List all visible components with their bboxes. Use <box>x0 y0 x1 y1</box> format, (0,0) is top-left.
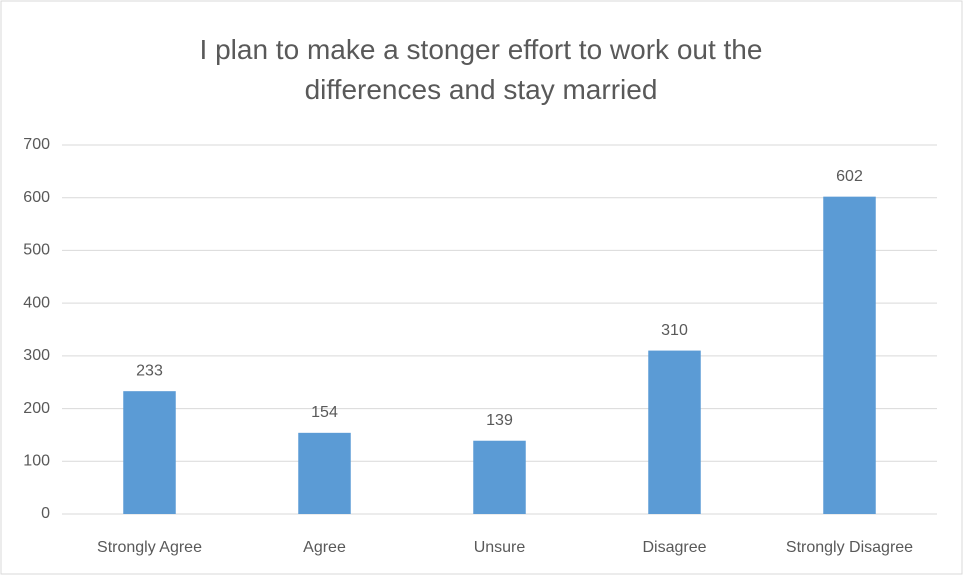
bar <box>473 440 526 514</box>
y-tick-label: 300 <box>23 347 50 364</box>
bar <box>823 196 876 514</box>
chart-title: I plan to make a stonger effort to work … <box>199 34 763 105</box>
data-label: 139 <box>486 412 513 429</box>
bar <box>298 432 351 514</box>
data-label: 233 <box>136 362 163 379</box>
bar <box>123 391 176 514</box>
x-tick-label: Agree <box>303 539 346 556</box>
data-label: 602 <box>836 168 863 185</box>
x-tick-label: Strongly Agree <box>97 539 202 556</box>
bar <box>648 350 701 514</box>
y-tick-label: 400 <box>23 294 50 311</box>
y-tick-label: 200 <box>23 400 50 417</box>
y-tick-label: 500 <box>23 242 50 259</box>
data-label: 310 <box>661 322 688 339</box>
y-tick-label: 100 <box>23 453 50 470</box>
x-tick-label: Unsure <box>474 539 526 556</box>
x-tick-label: Strongly Disagree <box>786 539 913 556</box>
y-tick-label: 700 <box>23 136 50 153</box>
y-tick-label: 600 <box>23 189 50 206</box>
y-tick-label: 0 <box>41 505 50 522</box>
x-tick-label: Disagree <box>642 539 706 556</box>
data-label: 154 <box>311 404 338 421</box>
